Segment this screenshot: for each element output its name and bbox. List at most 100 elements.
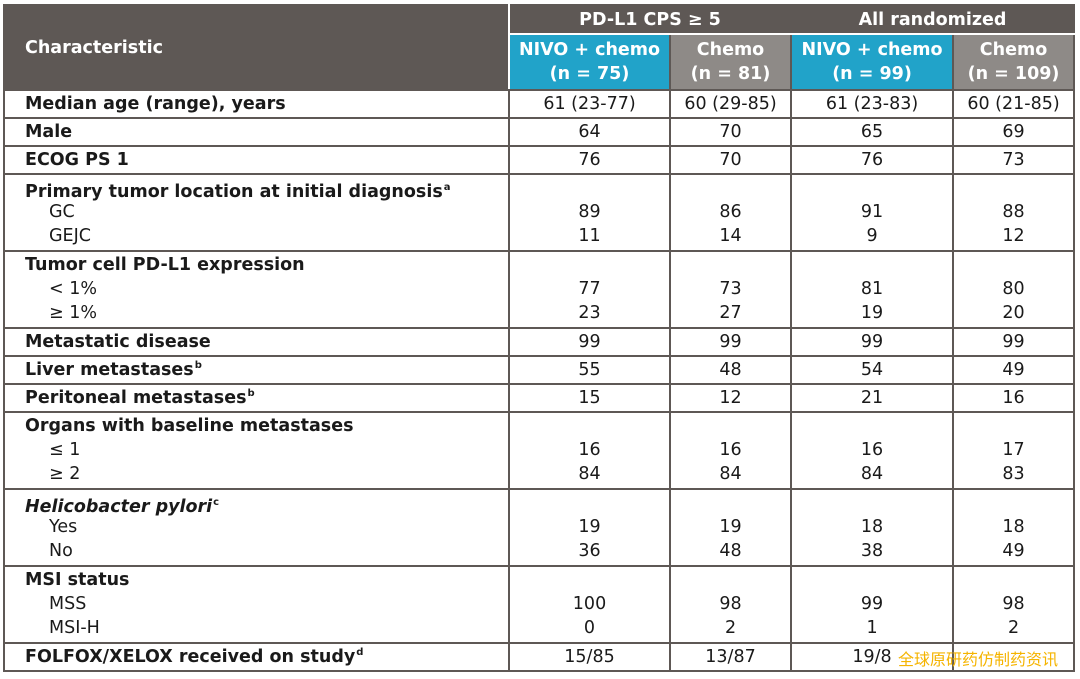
value-cell: 99 xyxy=(668,327,793,357)
cell-value: 19 xyxy=(578,517,601,537)
row-label: MSI status MSS MSI-H xyxy=(3,565,510,644)
group-header-all: All randomized xyxy=(790,4,1076,35)
value-cell: 15 xyxy=(508,383,671,413)
cell-value: 36 xyxy=(578,541,601,561)
value-cell: 98 2 xyxy=(952,565,1076,644)
value-cell: 76 xyxy=(508,145,671,175)
value-cell: 64 xyxy=(508,117,671,147)
value-cell: 61 (23-77) xyxy=(508,89,671,119)
value-cell: 65 xyxy=(790,117,955,147)
value-cell: 16 84 xyxy=(790,411,955,490)
cell-value: 49 xyxy=(1002,541,1025,561)
row-heading: Tumor cell PD-L1 expression xyxy=(25,255,305,275)
sub-row-label: ≤ 1 xyxy=(49,440,81,460)
table-row: Tumor cell PD-L1 expression < 1% ≥ 1% 77 23 7… xyxy=(3,250,1076,329)
footnote-marker: b xyxy=(247,388,255,399)
value-cell: 81 19 xyxy=(790,250,955,329)
value-cell xyxy=(952,642,1076,672)
value-cell: 91 9 xyxy=(790,173,955,252)
sub-row-label: GEJC xyxy=(49,226,91,246)
row-label: Helicobacter pyloric Yes No xyxy=(3,488,510,567)
table-row: Median age (range), years 61 (23-77) 60 (2… xyxy=(3,89,1076,119)
cell-value: 73 xyxy=(719,279,742,299)
table-row: Metastatic disease 99 99 99 99 xyxy=(3,327,1076,357)
table-row: Peritoneal metastasesb 15 12 21 16 xyxy=(3,383,1076,413)
cell-value: 98 xyxy=(1002,594,1025,614)
value-cell: 100 0 xyxy=(508,565,671,644)
footnote-marker: d xyxy=(356,647,364,658)
value-cell: 19 48 xyxy=(668,488,793,567)
value-cell: 55 xyxy=(508,355,671,385)
row-label: Liver metastasesb xyxy=(3,355,510,385)
value-cell: 76 xyxy=(790,145,955,175)
cell-value: 19 xyxy=(719,517,742,537)
value-cell: 89 11 xyxy=(508,173,671,252)
value-cell: 80 20 xyxy=(952,250,1076,329)
sub-row-label: Yes xyxy=(49,517,78,537)
cell-value: 2 xyxy=(1007,618,1020,638)
cell-value: 84 xyxy=(578,464,601,484)
cell-value: 9 xyxy=(866,226,878,246)
row-label: FOLFOX/XELOX received on studyd xyxy=(3,642,510,672)
cell-value: 16 xyxy=(860,440,884,460)
table-row: Male 64 70 65 69 xyxy=(3,117,1076,147)
cell-value: 14 xyxy=(719,226,742,246)
value-cell: 60 (21-85) xyxy=(952,89,1076,119)
cell-value: 18 xyxy=(860,517,884,537)
cell-value: 77 xyxy=(578,279,601,299)
cell-value: 2 xyxy=(724,618,737,638)
value-cell: 88 12 xyxy=(952,173,1076,252)
sub-row-label: No xyxy=(49,541,73,561)
cell-value: 89 xyxy=(578,202,601,222)
cell-value: 11 xyxy=(578,226,601,246)
cell-value: 99 xyxy=(860,594,884,614)
row-label: ECOG PS 1 xyxy=(3,145,510,175)
table-row: MSI status MSS MSI-H 100 0 98 2 99 1 98 2 xyxy=(3,565,1076,644)
cell-value: 23 xyxy=(578,303,601,323)
row-label: Organs with baseline metastases ≤ 1 ≥ 2 xyxy=(3,411,510,490)
cell-value: 17 xyxy=(1002,440,1025,460)
row-label: Male xyxy=(3,117,510,147)
row-label: Tumor cell PD-L1 expression < 1% ≥ 1% xyxy=(3,250,510,329)
cell-value: 91 xyxy=(860,202,884,222)
value-cell: 19/8 xyxy=(790,642,955,672)
value-cell: 18 38 xyxy=(790,488,955,567)
cell-value: 18 xyxy=(1002,517,1025,537)
table-row: Helicobacter pyloric Yes No 19 36 19 48 18 38 18 4… xyxy=(3,488,1076,567)
sub-row-label: < 1% xyxy=(49,279,97,299)
table-row: ECOG PS 1 76 70 76 73 xyxy=(3,145,1076,175)
row-label: Primary tumor location at initial diagno… xyxy=(3,173,510,252)
value-cell: 21 xyxy=(790,383,955,413)
cell-value: 12 xyxy=(1002,226,1025,246)
value-cell: 86 14 xyxy=(668,173,793,252)
cell-value: 0 xyxy=(583,618,596,638)
table-row: Primary tumor location at initial diagno… xyxy=(3,173,1076,252)
value-cell: 54 xyxy=(790,355,955,385)
sub-row-label: ≥ 2 xyxy=(49,464,81,484)
value-cell: 99 xyxy=(508,327,671,357)
cell-value: 81 xyxy=(860,279,884,299)
value-cell: 70 xyxy=(668,145,793,175)
cell-value: 16 xyxy=(578,440,601,460)
cell-value: 84 xyxy=(860,464,884,484)
col-header-chemo-pdl1: Chemo (n = 81) xyxy=(668,33,793,91)
value-cell: 48 xyxy=(668,355,793,385)
sub-row-label: MSI-H xyxy=(49,618,100,638)
value-cell: 15/85 xyxy=(508,642,671,672)
value-cell: 18 49 xyxy=(952,488,1076,567)
value-cell: 77 23 xyxy=(508,250,671,329)
row-label: Peritoneal metastasesb xyxy=(3,383,510,413)
value-cell: 99 xyxy=(790,327,955,357)
value-cell: 13/87 xyxy=(668,642,793,672)
cell-value: 86 xyxy=(719,202,742,222)
value-cell: 98 2 xyxy=(668,565,793,644)
value-cell: 19 36 xyxy=(508,488,671,567)
table-row: Liver metastasesb 55 48 54 49 xyxy=(3,355,1076,385)
cell-value: 98 xyxy=(719,594,742,614)
value-cell: 99 xyxy=(952,327,1076,357)
row-heading: Helicobacter pyloric xyxy=(25,497,220,517)
col-header-chemo-all: Chemo (n = 109) xyxy=(952,33,1076,91)
value-cell: 73 xyxy=(952,145,1076,175)
value-cell: 99 1 xyxy=(790,565,955,644)
footnote-marker: a xyxy=(443,182,451,193)
